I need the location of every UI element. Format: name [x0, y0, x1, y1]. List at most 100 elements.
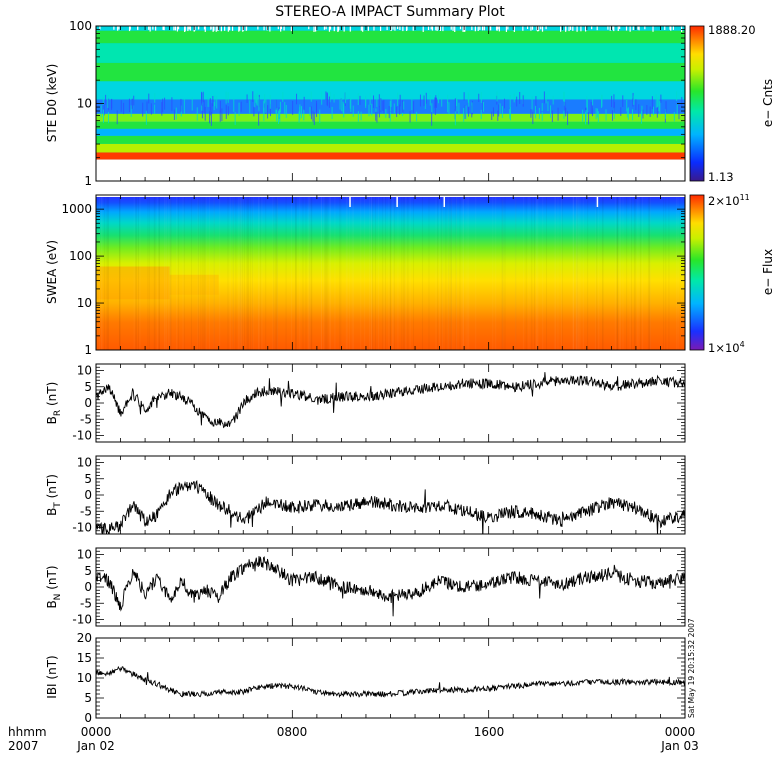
ste-noise — [632, 109, 634, 121]
swea-texture — [536, 197, 538, 350]
ste-noise — [375, 111, 377, 121]
ste-noise — [545, 93, 547, 104]
swea-texture — [119, 197, 121, 350]
y-tick-label: 0 — [84, 711, 92, 725]
swea-texture — [169, 197, 171, 350]
ste-noise — [212, 95, 214, 107]
ste-noise — [482, 101, 484, 112]
swea-texture — [375, 197, 377, 350]
ste-band — [96, 30, 685, 44]
ste-gap — [328, 26, 331, 32]
swea-texture — [295, 197, 297, 350]
ste-noise — [633, 95, 635, 105]
swea-texture — [305, 197, 307, 350]
ste-gap — [229, 26, 231, 31]
swea-texture — [522, 197, 524, 350]
ste-noise — [551, 110, 553, 123]
ste-noise — [478, 93, 480, 102]
ste-gap — [607, 26, 609, 30]
ste-gap — [224, 26, 226, 31]
ste-gap — [474, 26, 476, 32]
ste-gap — [490, 26, 492, 31]
ste-noise — [678, 105, 680, 120]
swea-texture — [502, 197, 504, 350]
ste-noise — [640, 111, 642, 124]
swea-texture — [634, 197, 636, 350]
ste-noise — [263, 107, 265, 121]
ste-gap — [427, 26, 430, 31]
ste-gap — [137, 26, 139, 30]
ste-noise — [592, 98, 594, 109]
ste-noise — [389, 100, 391, 112]
ste-gap — [266, 26, 268, 31]
ste-noise — [646, 105, 648, 115]
ste-noise — [388, 106, 390, 119]
swea-texture — [525, 197, 527, 350]
swea-gap — [396, 195, 398, 207]
ste-heatmap — [96, 26, 685, 181]
ste-ylabel: STE D0 (keV) — [45, 64, 59, 143]
swea-colorbar-min: 1×104 — [708, 340, 745, 355]
swea-texture — [649, 197, 651, 350]
swea-texture — [169, 197, 171, 350]
swea-texture — [501, 197, 503, 350]
ste-noise — [471, 102, 473, 113]
ste-gap — [540, 26, 542, 30]
ste-noise — [379, 98, 381, 111]
y-tick-label: 5 — [84, 564, 92, 578]
swea-texture — [133, 197, 135, 350]
ste-gap — [591, 26, 593, 30]
swea-texture — [310, 197, 312, 350]
swea-texture — [353, 197, 355, 350]
bt-ylabel-main: B — [45, 508, 59, 516]
ste-noise — [595, 108, 597, 120]
ste-noise — [133, 95, 135, 106]
swea-texture — [239, 197, 241, 350]
swea-texture — [369, 197, 371, 350]
swea-texture — [595, 197, 597, 350]
ste-noise — [552, 95, 554, 105]
swea-texture — [153, 197, 155, 350]
swea-texture — [596, 197, 598, 350]
ste-noise — [403, 101, 405, 110]
ste-noise — [255, 94, 257, 103]
ste-gap — [231, 26, 234, 31]
swea-texture — [197, 197, 199, 350]
ste-noise — [626, 108, 628, 118]
y-tick-label: 1 — [84, 343, 92, 357]
ste-gap — [625, 26, 628, 31]
ste-noise — [411, 97, 413, 110]
swea-texture — [676, 197, 678, 350]
ste-gap — [148, 26, 150, 30]
swea-texture — [371, 197, 373, 350]
ste-noise — [342, 101, 344, 114]
ste-gap — [152, 26, 154, 30]
ste-band — [96, 43, 685, 63]
swea-texture — [238, 197, 240, 350]
ste-noise — [468, 93, 470, 107]
swea-texture — [598, 197, 600, 350]
ste-noise — [563, 110, 565, 119]
ste-gap — [422, 26, 424, 32]
bn-ylabel: BN (nT) — [45, 565, 63, 608]
y-tick-label: 5 — [84, 472, 92, 486]
ste-band — [96, 128, 685, 136]
swea-texture — [158, 197, 160, 350]
swea-texture — [104, 197, 106, 350]
ste-noise — [380, 98, 382, 113]
bt-ylabel-unit: (nT) — [45, 474, 59, 502]
swea-texture — [320, 197, 322, 350]
ste-gap — [128, 26, 131, 32]
swea-texture — [178, 197, 180, 350]
swea-texture — [557, 197, 559, 350]
swea-texture — [677, 197, 679, 350]
ste-gap — [462, 26, 464, 32]
swea-texture — [668, 197, 670, 350]
ste-noise — [111, 98, 113, 109]
swea-texture — [617, 197, 619, 350]
ste-noise — [154, 93, 156, 103]
ste-gap — [394, 26, 396, 31]
swea-texture — [235, 197, 237, 350]
swea-texture — [459, 197, 461, 350]
y-tick-label: 15 — [77, 651, 92, 665]
